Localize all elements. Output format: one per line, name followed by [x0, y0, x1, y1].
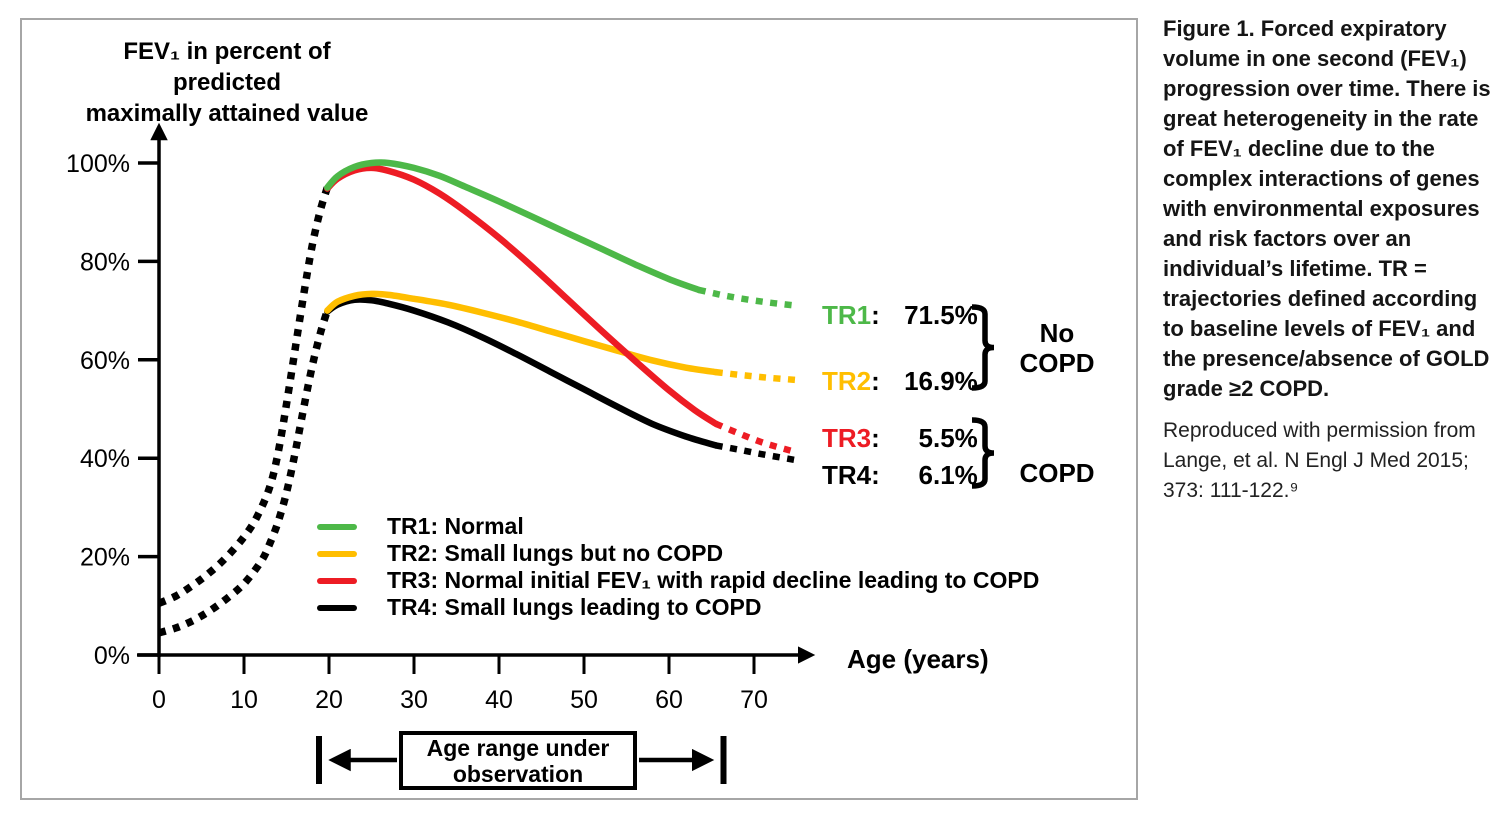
- y-tick-label: 80%: [80, 248, 130, 276]
- legend-swatch-tr1: [317, 523, 357, 530]
- y-tick-label: 20%: [80, 544, 130, 572]
- legend-swatch-tr3: [317, 577, 357, 584]
- endpoint-colon: :: [871, 423, 880, 453]
- caption-text: Figure 1. Forced expiratory volume in on…: [1163, 16, 1491, 401]
- endpoint-row-tr1: TR1:71.5%: [822, 300, 978, 331]
- legend-label-tr1: TR1: Normal: [387, 513, 524, 539]
- legend-item-tr3: TR3: Normal initial FEV₁ with rapid decl…: [317, 567, 1039, 594]
- endpoint-name-tr4: TR4: [822, 460, 872, 490]
- group-label-no-copd: No COPD: [1019, 318, 1095, 378]
- brace-no-copd: [971, 304, 995, 391]
- series-TR3-solid: [324, 164, 720, 428]
- endpoint-name-tr2: TR2: [822, 366, 872, 396]
- endpoint-value-tr2: 16.9%: [904, 366, 978, 396]
- endpoint-value-tr4: 6.1%: [918, 460, 978, 490]
- x-tick-label: 20: [315, 686, 343, 714]
- y-tick-label: 60%: [80, 347, 130, 375]
- x-tick-label: 50: [570, 686, 598, 714]
- series-growth-lower: [157, 309, 331, 637]
- y-axis-title: FEV₁ in percent of predicted maximally a…: [67, 36, 387, 129]
- endpoint-row-tr4: TR4: 6.1%: [822, 460, 978, 491]
- legend-label-tr4: TR4: Small lungs leading to COPD: [387, 594, 762, 620]
- group-label-copd: COPD: [1019, 458, 1095, 488]
- series-TR1-projected: [698, 286, 797, 309]
- figure-caption: Figure 1. Forced expiratory volume in on…: [1163, 14, 1498, 506]
- series-TR4-projected: [715, 442, 798, 464]
- legend-swatch-tr2: [317, 550, 357, 557]
- annotations: [316, 304, 995, 784]
- endpoint-row-tr2: TR2:16.9%: [822, 366, 978, 397]
- y-tick-label: 100%: [66, 150, 130, 178]
- legend-item-tr1: TR1: Normal: [317, 513, 1039, 540]
- x-tick-label: 30: [400, 686, 428, 714]
- endpoint-value-tr3: 5.5%: [918, 423, 978, 453]
- endpoint-colon: :: [871, 460, 880, 490]
- legend-label-tr3: TR3: Normal initial FEV₁ with rapid decl…: [387, 567, 1040, 593]
- brace-copd: [971, 417, 995, 489]
- endpoint-colon: :: [871, 366, 880, 396]
- chart-panel: 0% 20% 40% 60% 80% 100% 0 10 20 30 40 50 60 70 FEV₁ i…: [20, 18, 1138, 800]
- series-TR2-projected: [715, 368, 797, 384]
- x-axis-title: Age (years): [847, 644, 989, 674]
- series-TR2-solid: [324, 290, 720, 376]
- series-TR1-solid: [324, 159, 703, 294]
- observation-range-box: Age range under observation: [399, 731, 637, 790]
- y-axis-title-line1: FEV₁ in percent of predicted: [123, 38, 331, 96]
- legend-item-tr2: TR2: Small lungs but no COPD: [317, 540, 1039, 567]
- endpoint-name-tr1: TR1: [822, 300, 872, 330]
- endpoint-row-tr3: TR3: 5.5%: [822, 423, 978, 454]
- chart-canvas: 0% 20% 40% 60% 80% 100% 0 10 20 30 40 50 60 70: [66, 122, 995, 784]
- series-growth-upper: [157, 186, 331, 607]
- endpoint-name-tr3: TR3: [822, 423, 872, 453]
- x-tick-label: 70: [740, 686, 768, 714]
- series-TR3-projected: [714, 420, 798, 456]
- y-tick-label: 40%: [80, 445, 130, 473]
- series-lines: [157, 159, 798, 637]
- observation-range-label: Age range under observation: [426, 734, 610, 787]
- legend: TR1: Normal TR2: Small lungs but no COPD T…: [317, 513, 1039, 621]
- legend-item-tr4: TR4: Small lungs leading to COPD: [317, 594, 1039, 621]
- caption-citation: Reproduced with permission from Lange, e…: [1163, 419, 1476, 502]
- legend-swatch-tr4: [317, 604, 357, 611]
- x-tick-label: 10: [230, 686, 258, 714]
- y-axis-title-line2: maximally attained value: [85, 100, 369, 127]
- y-tick-label: 0%: [94, 642, 130, 670]
- series-TR4-solid: [324, 296, 720, 449]
- x-tick-label: 0: [152, 686, 166, 714]
- axes: 0% 20% 40% 60% 80% 100% 0 10 20 30 40 50 60 70: [66, 122, 816, 714]
- endpoint-value-tr1: 71.5%: [904, 300, 978, 330]
- x-tick-label: 60: [655, 686, 683, 714]
- legend-label-tr2: TR2: Small lungs but no COPD: [387, 540, 724, 566]
- x-tick-label: 40: [485, 686, 513, 714]
- endpoint-colon: :: [871, 300, 880, 330]
